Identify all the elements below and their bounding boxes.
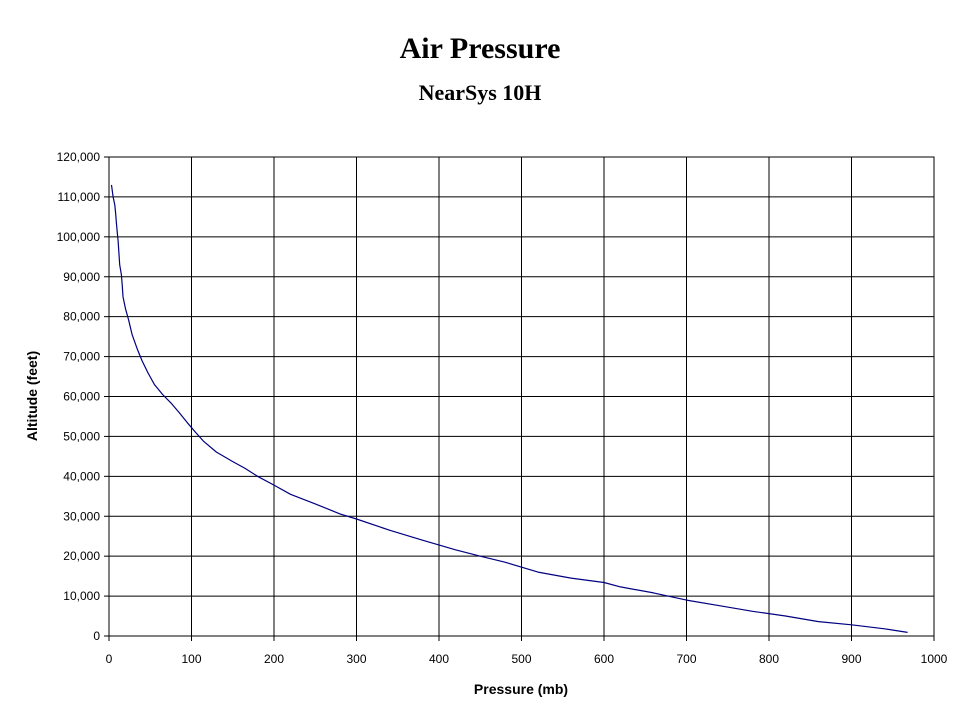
y-tick-label: 60,000 xyxy=(63,390,100,404)
x-tick-label: 200 xyxy=(264,652,284,666)
y-tick-label: 50,000 xyxy=(63,429,100,443)
chart-subtitle: NearSys 10H xyxy=(418,80,542,105)
x-tick-label: 900 xyxy=(841,652,861,666)
y-tick-label: 20,000 xyxy=(63,549,100,563)
x-tick-label: 300 xyxy=(346,652,366,666)
x-tick-label: 700 xyxy=(676,652,696,666)
grid-layer xyxy=(108,156,935,637)
series-layer xyxy=(110,184,908,633)
chart-title: Air Pressure xyxy=(399,32,561,65)
y-axis-label: Altitude (feet) xyxy=(24,351,40,441)
y-tick-label: 100,000 xyxy=(57,230,101,244)
x-tick-label: 500 xyxy=(511,652,531,666)
y-tick-label: 120,000 xyxy=(57,150,101,164)
x-tick-label: 800 xyxy=(759,652,779,666)
y-axis-ticks: 0 10,000 20,000 30,000 40,000 50,000 60,000 70,… xyxy=(57,150,109,643)
x-tick-label: 1000 xyxy=(921,652,948,666)
y-tick-label: 10,000 xyxy=(63,589,100,603)
y-tick-label: 30,000 xyxy=(63,509,100,523)
x-tick-label: 600 xyxy=(594,652,614,666)
x-tick-label: 0 xyxy=(106,652,113,666)
y-tick-label: 0 xyxy=(93,629,100,643)
y-tick-label: 90,000 xyxy=(63,270,100,284)
y-tick-label: 110,000 xyxy=(58,190,101,204)
x-axis-label: Pressure (mb) xyxy=(474,681,568,697)
y-tick-label: 80,000 xyxy=(63,310,100,324)
x-tick-label: 400 xyxy=(429,652,449,666)
series-line xyxy=(110,184,908,633)
y-tick-label: 70,000 xyxy=(63,350,100,364)
x-tick-label: 100 xyxy=(181,652,201,666)
y-tick-label: 40,000 xyxy=(63,469,100,483)
x-axis-ticks: 0 100 200 300 400 500 600 700 800 900 1000 xyxy=(106,636,948,666)
